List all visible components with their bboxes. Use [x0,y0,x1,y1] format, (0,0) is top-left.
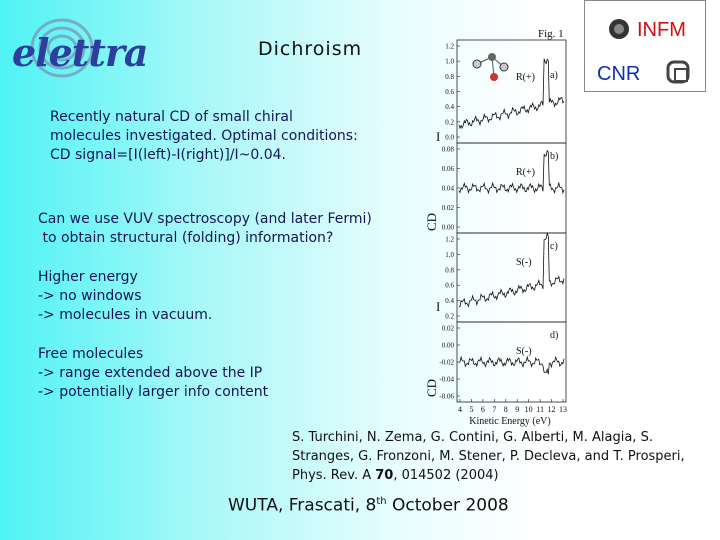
body-line: CD signal=[I(left)-I(right)]/I~0.04. [50,147,286,163]
infm-icon [609,19,629,39]
y-tick-label: 0.4 [445,103,454,111]
spectrum [458,355,565,375]
y-tick-label: 1.0 [445,251,454,259]
y-tick-label: 0.08 [442,146,455,154]
panel-label: S(-) [516,257,532,268]
y-tick-label: 1.2 [445,43,454,51]
footer-text: October 2008 [386,495,509,516]
body-line: Free molecules [38,346,144,362]
spectrum [458,149,565,195]
x-tick-label: 10 [525,405,533,414]
panel-label: R(+) [516,72,535,83]
figure-ylabel: CD [424,379,439,397]
x-tick-label: 11 [536,405,544,414]
x-tick-label: 6 [481,405,485,414]
y-tick-label: 0.6 [445,282,454,290]
figure-caption: Fig. 1 [538,28,564,40]
logo: elettra [12,30,149,75]
y-tick-label: -0.02 [439,359,454,367]
badge-bottom: CNR [597,63,641,85]
ref-line: S. Turchini, N. Zema, G. Contini, G. Alb… [292,430,653,445]
y-tick-label: -0.04 [439,376,454,384]
x-tick-label: 7 [492,405,496,414]
y-tick-label: 0.6 [445,88,454,96]
x-tick-label: 4 [458,405,462,414]
x-tick-label: 13 [559,405,567,414]
body-line: to obtain structural (folding) informati… [38,230,334,246]
body-line: Higher energy [38,269,138,285]
y-tick-label: 0.02 [442,204,455,212]
x-tick-label: 8 [504,405,508,414]
y-tick-label: 0.04 [442,185,455,193]
body-line: -> no windows [38,288,142,304]
ref-journal: Phys. Rev. A [292,468,376,483]
y-tick-label: 0.4 [445,297,454,305]
x-tick-label: 5 [469,405,473,414]
footer-text: WUTA, Frascati, 8 [228,495,377,516]
y-tick-label: 0.02 [442,325,455,333]
y-tick-label: 0.06 [442,165,455,173]
panel-tag: d) [550,330,558,341]
ref-pages: , 014502 (2004) [393,468,499,483]
molecule [472,53,509,81]
figure-ylabel: CD [424,213,439,231]
y-tick-label: 0.8 [445,73,454,81]
badge: INFM CNR [584,0,706,92]
y-tick-label: 0.0 [445,134,454,142]
footer: WUTA, Frascati, 8th October 2008 [228,492,509,516]
spectrum [458,231,565,308]
y-tick-label: 0.00 [442,224,455,232]
logo-swirl [30,18,94,78]
body-line: -> potentially larger info content [38,384,269,400]
body-line: molecules investigated. Optimal conditio… [50,128,358,144]
panel-label: S(-) [516,346,532,357]
ref-line: Stranges, G. Fronzoni, M. Stener, P. Dec… [292,449,685,464]
panel-frame [456,39,567,144]
y-tick-label: 1.0 [445,58,454,66]
figure-ylabel: I [436,129,440,144]
y-tick-label: -0.06 [439,393,454,401]
panel-label: R(+) [516,167,535,178]
figure: Fig. 1 I CD I CD 1.2 1.0 0.8 0.6 0.4 0.2 0.0 a)… [424,28,567,427]
body-line: Recently natural CD of small chiral [50,109,293,125]
x-tick-label: 12 [548,405,556,414]
y-tick-label: 0.2 [445,313,454,321]
body-line: Can we use VUV spectroscopy (and later F… [38,211,372,227]
cnr-icon [666,60,690,84]
body-line: -> molecules in vacuum. [38,307,213,323]
x-axis-label: Kinetic Energy (eV) [469,416,550,427]
spectrum [458,58,565,130]
ref-volume: 70 [375,468,394,483]
panel-tag: a) [550,70,558,81]
slide-title: Dichroism [258,38,363,60]
footer-sup: th [376,496,387,507]
panel-tag: c) [550,241,558,252]
y-tick-label: 0.8 [445,266,454,274]
x-tick-label: 9 [515,405,519,414]
panel-tag: b) [550,151,558,162]
y-tick-label: 1.2 [445,236,454,244]
y-tick-label: 0.2 [445,118,454,126]
reference: S. Turchini, N. Zema, G. Contini, G. Alb… [292,428,685,485]
y-tick-label: 0.00 [442,342,455,350]
figure-ylabel: I [436,299,440,314]
body-line: -> range extended above the IP [38,365,263,381]
badge-top: INFM [637,19,686,41]
